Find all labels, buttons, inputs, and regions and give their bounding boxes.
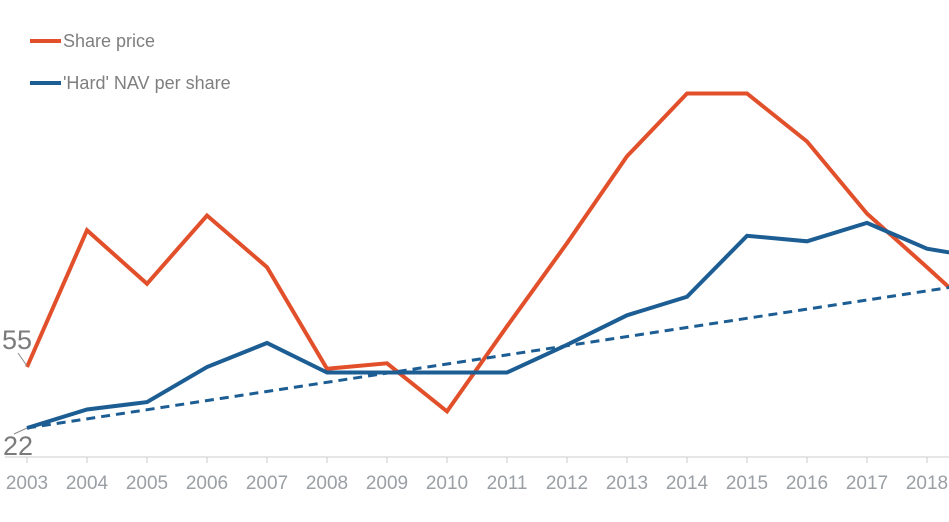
x-axis-label: 2011 <box>487 473 528 494</box>
nav-line-swatch <box>30 81 61 85</box>
annotation-leader-line <box>13 427 28 435</box>
x-axis-label: 2009 <box>366 473 408 494</box>
x-axis-label: 2004 <box>66 473 109 494</box>
annotation-leader-line <box>17 352 28 367</box>
series-line-share-price <box>25 91 949 415</box>
x-axis-label: 2016 <box>786 473 828 494</box>
x-axis-label: 2005 <box>126 473 168 494</box>
x-axis-label: 2003 <box>6 473 48 494</box>
x-axis-label: 2018 <box>906 473 948 494</box>
share-price-line-swatch <box>30 39 61 43</box>
x-axis-label: 2010 <box>426 473 468 494</box>
series-line-nav-trend-line <box>26 286 949 430</box>
annotation-value-label: 55 <box>2 325 32 355</box>
x-axis-label: 2017 <box>846 473 888 494</box>
legend-item-nav: 'Hard' NAV per share <box>30 72 231 94</box>
legend-label-share-price: Share price <box>63 30 156 51</box>
x-axis-label: 2007 <box>246 473 288 494</box>
x-axis-label: 2015 <box>726 473 768 494</box>
annotation-value-label: 22 <box>3 431 33 461</box>
legend-label-nav: 'Hard' NAV per share <box>63 72 231 93</box>
series-line-hard-nav-per-share <box>26 220 949 430</box>
x-axis-label: 2014 <box>666 473 709 494</box>
chart-legend: Share price 'Hard' NAV per share <box>30 30 231 114</box>
x-axis-label: 2008 <box>306 473 348 494</box>
x-axis-label: 2012 <box>546 473 588 494</box>
x-axis-label: 2013 <box>606 473 648 494</box>
legend-item-share-price: Share price <box>30 30 231 52</box>
x-axis-label: 2006 <box>186 473 228 494</box>
